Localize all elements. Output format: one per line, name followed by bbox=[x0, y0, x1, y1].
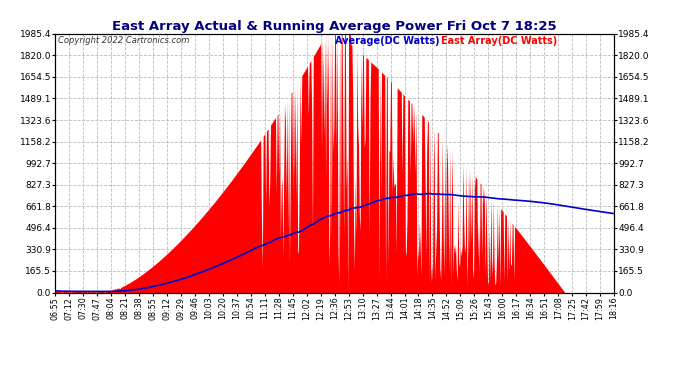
Title: East Array Actual & Running Average Power Fri Oct 7 18:25: East Array Actual & Running Average Powe… bbox=[112, 20, 557, 33]
Text: East Array(DC Watts): East Array(DC Watts) bbox=[441, 36, 557, 46]
Text: Copyright 2022 Cartronics.com: Copyright 2022 Cartronics.com bbox=[58, 36, 189, 45]
Text: Average(DC Watts): Average(DC Watts) bbox=[335, 36, 440, 46]
